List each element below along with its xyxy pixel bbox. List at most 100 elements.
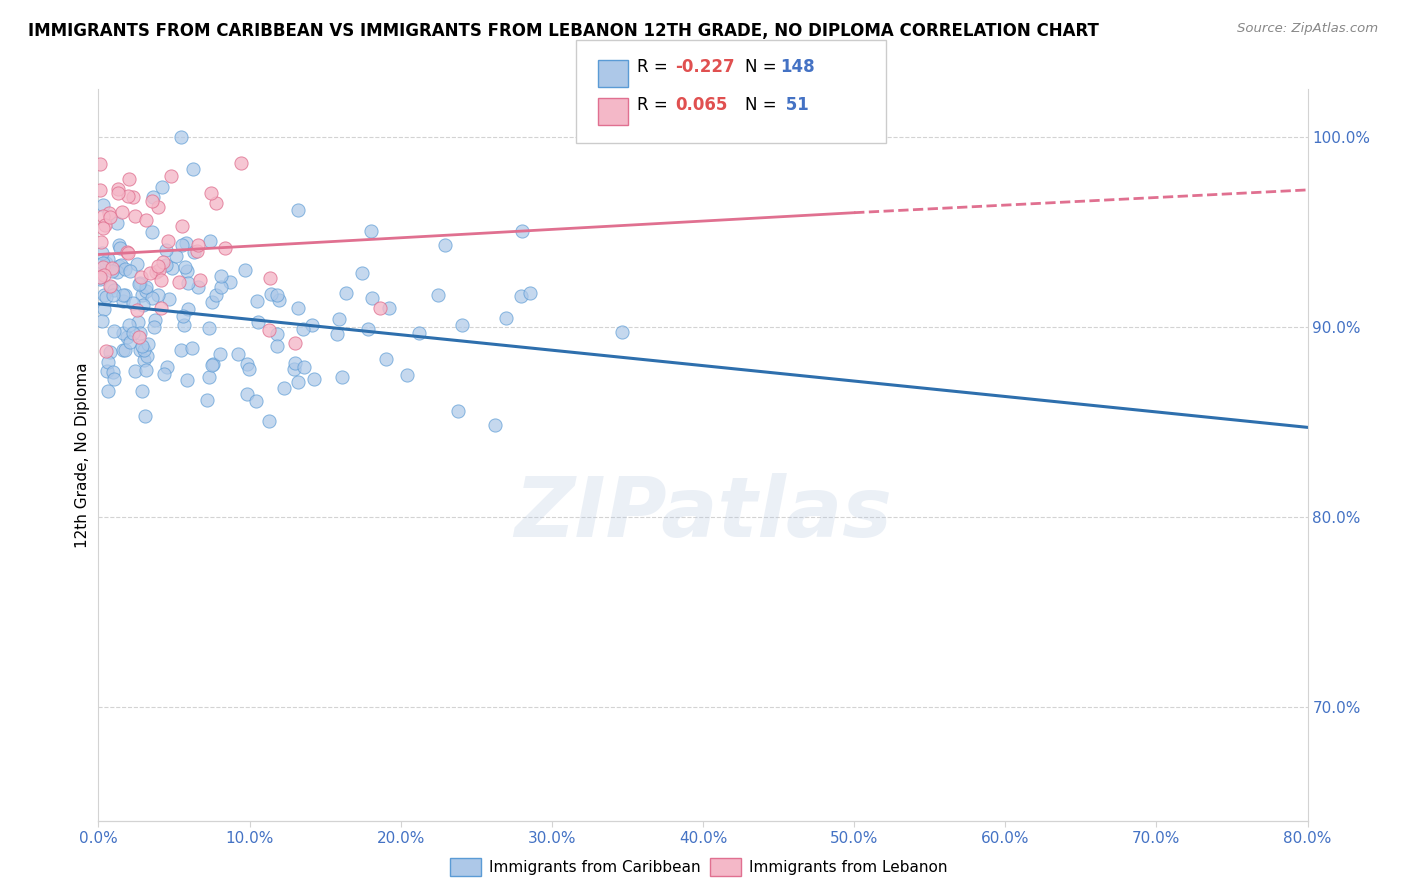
Point [108, 259, 131, 273]
Point [118, 172, 141, 186]
Text: Immigrants from Lebanon: Immigrants from Lebanon [749, 860, 948, 874]
Point [170, 129, 193, 144]
Y-axis label: 12th Grade, No Diploma: 12th Grade, No Diploma [75, 362, 90, 548]
Point [118, 318, 141, 332]
Point [198, 234, 221, 248]
Point [447, 404, 470, 418]
Point [91, 198, 114, 212]
Point [89, 272, 111, 286]
Point [129, 270, 152, 285]
Point [97, 252, 120, 267]
Point [93, 287, 115, 301]
Point [91, 209, 114, 223]
Point [377, 301, 399, 316]
Point [173, 318, 195, 333]
Point [181, 161, 204, 176]
Point [91, 314, 114, 328]
Point [160, 261, 183, 276]
Point [98, 278, 121, 293]
Point [98, 211, 121, 225]
Point [91, 256, 114, 270]
Point [129, 343, 152, 357]
Point [89, 156, 111, 170]
Point [156, 360, 179, 375]
Point [368, 301, 391, 315]
Text: Immigrants from Caribbean: Immigrants from Caribbean [489, 860, 702, 874]
Point [110, 258, 132, 272]
Point [172, 219, 194, 234]
Point [200, 186, 222, 201]
Point [301, 318, 323, 332]
Point [97, 384, 120, 398]
Point [111, 326, 134, 341]
Point [103, 365, 125, 379]
Text: Source: ZipAtlas.com: Source: ZipAtlas.com [1237, 22, 1378, 36]
Point [510, 224, 533, 238]
Point [326, 327, 349, 342]
Point [495, 310, 517, 325]
Point [245, 393, 267, 408]
Text: N =: N = [745, 58, 782, 76]
Point [177, 276, 200, 290]
Text: -0.227: -0.227 [675, 58, 734, 76]
Point [266, 339, 288, 353]
Point [294, 360, 316, 375]
Point [105, 265, 128, 279]
Text: IMMIGRANTS FROM CARIBBEAN VS IMMIGRANTS FROM LEBANON 12TH GRADE, NO DIPLOMA CORR: IMMIGRANTS FROM CARIBBEAN VS IMMIGRANTS … [28, 22, 1099, 40]
Point [90, 235, 112, 249]
Point [141, 194, 163, 208]
Point [103, 283, 125, 297]
Point [149, 301, 172, 315]
Point [148, 259, 170, 273]
Point [205, 288, 228, 302]
Point [200, 294, 222, 309]
Point [245, 293, 267, 308]
Point [135, 280, 157, 294]
Point [103, 372, 125, 386]
Point [91, 220, 114, 235]
Point [177, 302, 200, 317]
Point [117, 246, 139, 260]
Point [135, 362, 157, 376]
Point [100, 261, 122, 276]
Point [267, 293, 290, 308]
Point [128, 330, 150, 344]
Point [236, 386, 259, 401]
Point [174, 236, 197, 251]
Point [89, 270, 111, 285]
Point [131, 339, 153, 353]
Point [198, 370, 221, 384]
Point [170, 238, 193, 252]
Point [165, 249, 187, 263]
Point [139, 266, 162, 280]
Point [287, 301, 309, 316]
Point [128, 326, 150, 341]
Point [146, 288, 169, 302]
Point [195, 393, 218, 408]
Point [360, 224, 382, 238]
Point [117, 330, 139, 344]
Point [188, 273, 211, 287]
Point [156, 234, 179, 248]
Point [257, 414, 280, 428]
Point [176, 264, 198, 278]
Point [157, 292, 180, 306]
Point [143, 313, 166, 327]
Point [152, 368, 174, 382]
Text: 51: 51 [780, 96, 808, 114]
Point [149, 273, 172, 287]
Point [111, 204, 134, 219]
Point [260, 287, 283, 301]
Point [335, 286, 357, 301]
Point [375, 352, 398, 367]
Point [284, 335, 307, 350]
Point [186, 244, 208, 259]
Point [142, 189, 165, 203]
Point [197, 321, 219, 335]
Point [114, 261, 136, 276]
Point [114, 287, 136, 301]
Point [122, 326, 145, 341]
Point [89, 183, 111, 197]
Point [612, 325, 634, 339]
Point [141, 225, 163, 239]
